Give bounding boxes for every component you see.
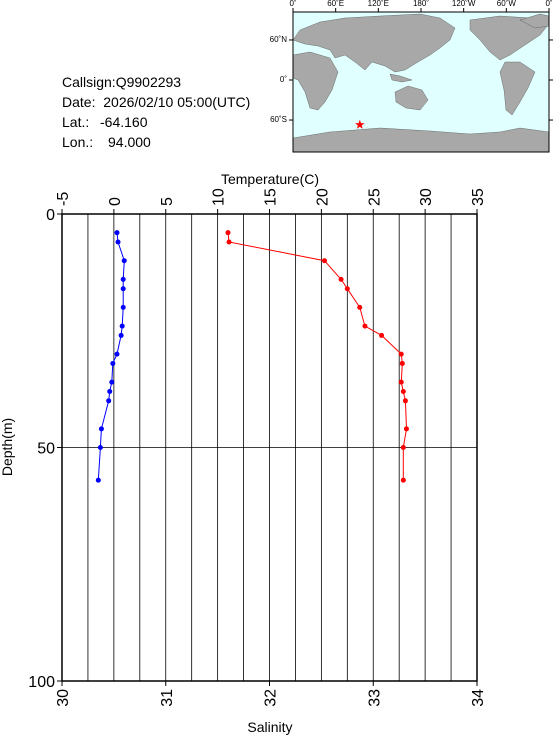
- profile-point: [95, 477, 101, 483]
- profile-point: [118, 332, 124, 338]
- profile-line: [227, 232, 408, 481]
- info-lat-label: Lat.:: [62, 114, 89, 130]
- profile-point: [226, 239, 232, 245]
- x-axis-label: Salinity: [247, 719, 292, 735]
- y-tick-label: 100: [28, 674, 55, 691]
- map-lon-label: 0˚: [545, 0, 552, 8]
- profile-point: [120, 304, 126, 310]
- x2-tick-label: 15: [263, 188, 280, 206]
- map: [292, 11, 550, 153]
- profile-point: [115, 239, 121, 245]
- info-lat-value: -64.160: [100, 114, 148, 130]
- x-tick-label: 32: [263, 689, 280, 707]
- x2-tick-label: -5: [55, 192, 72, 206]
- map-lat-label: 60˚S: [270, 115, 287, 124]
- profile-point: [121, 258, 127, 264]
- map-lon-label: 0˚: [289, 0, 296, 8]
- map-lon-label: 180˚: [413, 0, 429, 8]
- profile-point: [400, 477, 406, 483]
- profile-point: [362, 323, 368, 329]
- x-tick-label: 34: [470, 689, 487, 707]
- profile-point: [400, 388, 406, 394]
- profile-point: [403, 426, 409, 432]
- x2-tick-label: 20: [314, 188, 331, 206]
- map-lat-label: 0˚: [280, 75, 287, 84]
- profile-point: [120, 276, 126, 282]
- map-lon-label: 60˚W: [497, 0, 517, 8]
- y-tick-label: 0: [46, 207, 55, 224]
- info-callsign: Callsign:Q9902293: [62, 74, 181, 90]
- profile-point: [110, 360, 116, 366]
- y-axis-label: Depth(m): [0, 418, 15, 476]
- x2-tick-label: 10: [211, 188, 228, 206]
- profile-point: [399, 360, 405, 366]
- map-lon-label: 120˚E: [368, 0, 389, 8]
- map-lon-label: 120˚W: [452, 0, 476, 8]
- profile-point: [379, 332, 385, 338]
- x2-tick-label: 5: [159, 197, 176, 206]
- profile-point: [106, 398, 112, 404]
- profile-point: [344, 286, 350, 292]
- x2-axis-label: Temperature(C): [221, 171, 319, 187]
- profile-point: [97, 445, 103, 450]
- x2-tick-label: 25: [366, 188, 383, 206]
- profile-point: [402, 398, 408, 404]
- x2-tick-label: 30: [418, 188, 435, 206]
- x-tick-label: 31: [159, 689, 176, 707]
- x-tick-label: 30: [55, 689, 72, 707]
- profile-point: [114, 230, 120, 236]
- x2-tick-label: 35: [470, 188, 487, 206]
- x2-tick-label: 0: [107, 197, 124, 206]
- info-lon-label: Lon.:: [62, 134, 93, 150]
- info-lon-value: 94.000: [108, 134, 151, 150]
- info-date: Date: 2026/02/10 05:00(UTC): [62, 94, 250, 110]
- profile-point: [225, 230, 231, 236]
- y-tick-label: 50: [37, 441, 55, 458]
- profile-point: [114, 351, 120, 357]
- profile-point: [398, 379, 404, 385]
- map-lat-label: 60˚N: [270, 35, 288, 44]
- profile-line: [97, 232, 125, 481]
- profile-point: [98, 426, 104, 432]
- profile-point: [107, 388, 113, 394]
- profile-point: [120, 286, 126, 292]
- profile-point: [398, 351, 404, 357]
- profile-point: [119, 323, 125, 329]
- profile-point: [321, 258, 327, 264]
- profile-point: [109, 379, 115, 385]
- station-marker: [355, 119, 365, 129]
- map-lon-label: 60˚E: [327, 0, 344, 8]
- profile-point: [357, 304, 363, 310]
- profile-point: [338, 276, 344, 282]
- profile-point: [400, 445, 406, 450]
- land: [292, 13, 550, 153]
- info: Callsign:Q9902293 Date: 2026/02/10 05:00…: [62, 74, 250, 150]
- x-tick-label: 33: [366, 689, 383, 707]
